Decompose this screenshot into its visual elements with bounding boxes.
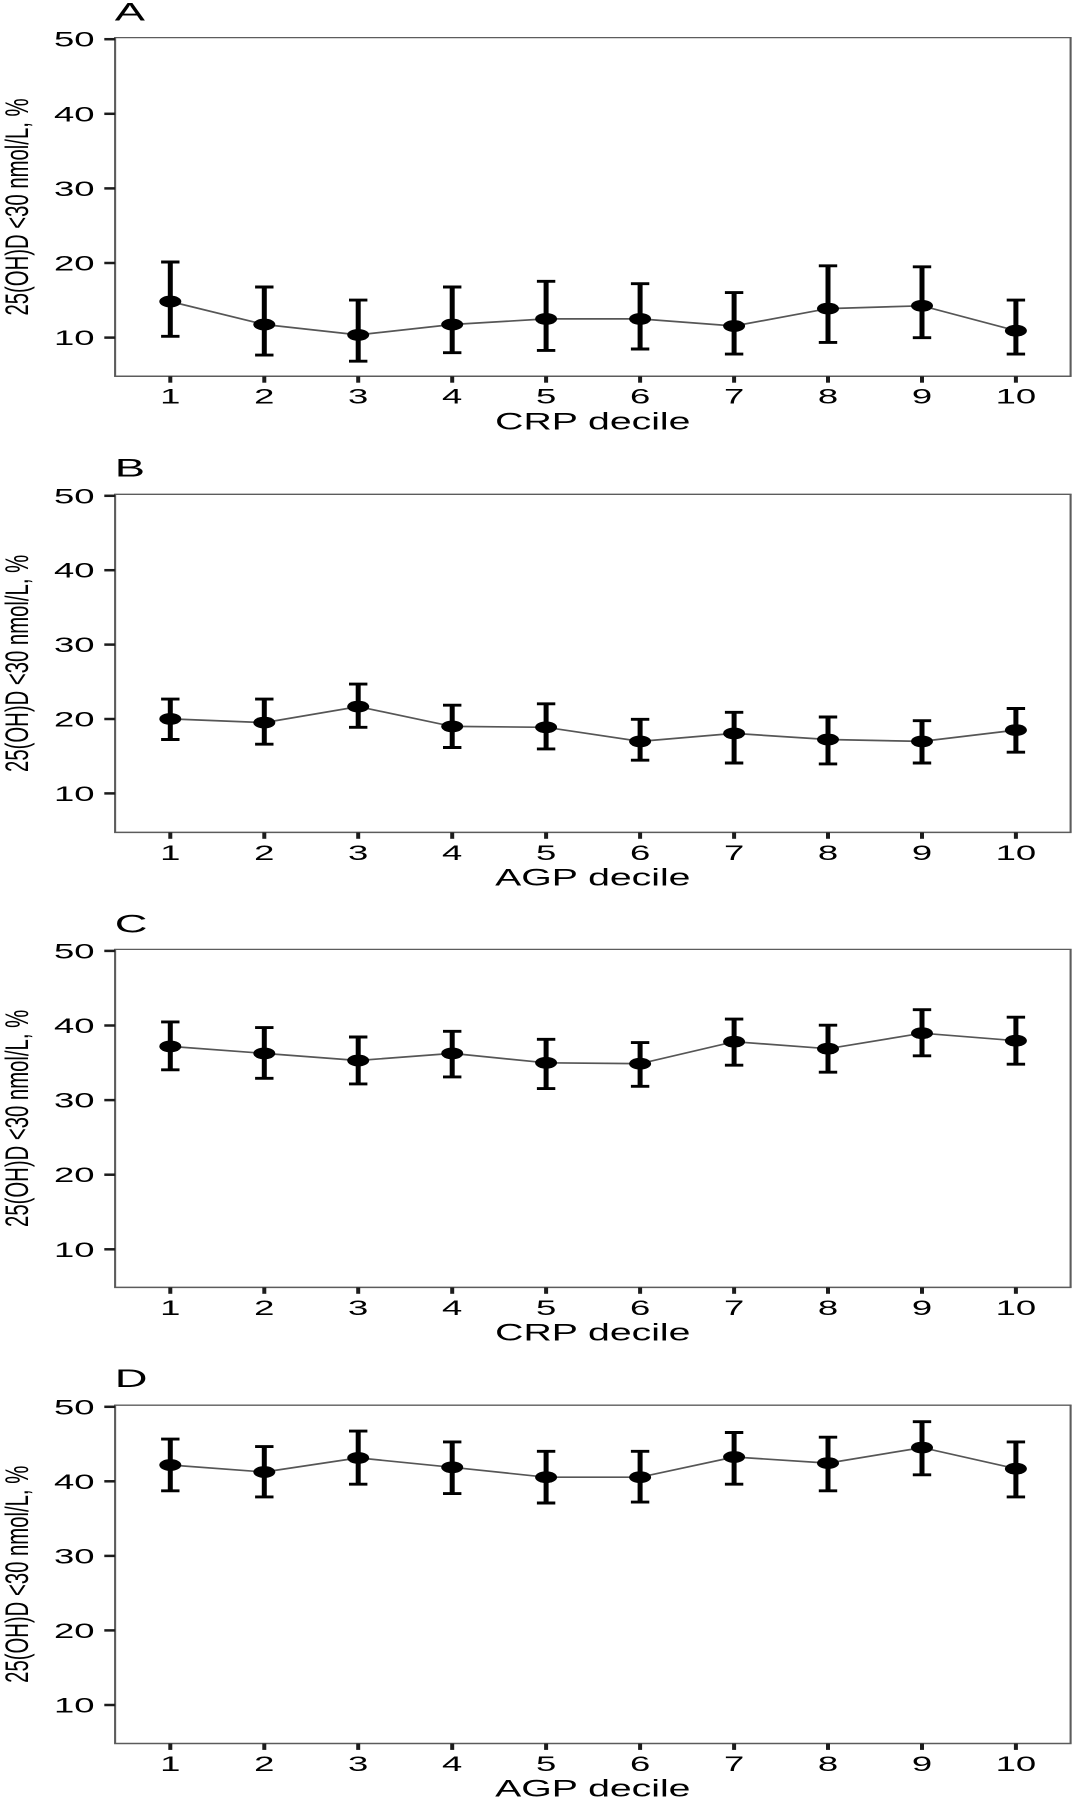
svg-text:10: 10 [54,1694,95,1717]
svg-text:2: 2 [254,841,274,864]
svg-text:5: 5 [536,1752,556,1775]
svg-text:8: 8 [818,1296,838,1319]
svg-text:9: 9 [912,385,932,408]
svg-text:40: 40 [54,103,95,126]
svg-text:CRP decile: CRP decile [495,407,690,435]
svg-text:10: 10 [996,385,1037,408]
svg-text:10: 10 [54,1238,95,1261]
svg-text:5: 5 [536,385,556,408]
svg-text:30: 30 [54,177,95,200]
svg-text:3: 3 [348,1296,368,1319]
svg-text:8: 8 [818,385,838,408]
svg-text:10: 10 [996,1752,1037,1775]
svg-text:5: 5 [536,841,556,864]
svg-text:6: 6 [630,841,650,864]
svg-text:40: 40 [54,559,95,582]
svg-text:1: 1 [160,841,180,864]
svg-text:3: 3 [348,385,368,408]
svg-text:C: C [115,910,148,938]
svg-text:CRP decile: CRP decile [495,1318,690,1346]
svg-text:20: 20 [54,1619,95,1642]
svg-text:9: 9 [912,1296,932,1319]
svg-text:25(OH)D <30 nmol/L, %: 25(OH)D <30 nmol/L, % [0,1010,35,1227]
svg-text:B: B [115,454,145,482]
svg-text:50: 50 [54,28,95,51]
svg-text:3: 3 [348,841,368,864]
svg-text:50: 50 [54,940,95,963]
svg-text:8: 8 [818,841,838,864]
svg-text:25(OH)D <30 nmol/L, %: 25(OH)D <30 nmol/L, % [0,1466,35,1683]
svg-text:1: 1 [160,385,180,408]
svg-text:6: 6 [630,1752,650,1775]
svg-text:40: 40 [54,1015,95,1038]
svg-text:7: 7 [724,385,744,408]
svg-text:D: D [115,1364,148,1392]
svg-text:AGP decile: AGP decile [495,863,690,891]
svg-text:40: 40 [54,1470,95,1493]
svg-text:20: 20 [54,708,95,731]
svg-text:25(OH)D <30 nmol/L, %: 25(OH)D <30 nmol/L, % [0,555,35,772]
svg-text:4: 4 [442,841,462,864]
svg-text:7: 7 [724,1296,744,1319]
svg-text:10: 10 [996,841,1037,864]
svg-text:7: 7 [724,1752,744,1775]
svg-text:2: 2 [254,1296,274,1319]
svg-text:30: 30 [54,1089,95,1112]
svg-text:30: 30 [54,634,95,657]
svg-text:A: A [115,0,146,26]
svg-text:50: 50 [54,1396,95,1419]
svg-text:AGP decile: AGP decile [495,1774,690,1800]
svg-text:6: 6 [630,385,650,408]
svg-text:25(OH)D <30 nmol/L, %: 25(OH)D <30 nmol/L, % [0,98,35,315]
svg-text:4: 4 [442,1752,462,1775]
svg-text:4: 4 [442,385,462,408]
svg-text:3: 3 [348,1752,368,1775]
svg-text:10: 10 [54,327,95,350]
svg-text:1: 1 [160,1752,180,1775]
svg-text:20: 20 [54,1164,95,1187]
svg-text:10: 10 [996,1296,1037,1319]
svg-text:2: 2 [254,1752,274,1775]
svg-text:4: 4 [442,1296,462,1319]
svg-text:1: 1 [160,1296,180,1319]
svg-text:2: 2 [254,385,274,408]
svg-text:9: 9 [912,841,932,864]
svg-text:50: 50 [54,485,95,508]
svg-text:7: 7 [724,841,744,864]
svg-text:9: 9 [912,1752,932,1775]
svg-text:10: 10 [54,782,95,805]
svg-text:6: 6 [630,1296,650,1319]
svg-text:8: 8 [818,1752,838,1775]
svg-text:20: 20 [54,252,95,275]
svg-text:5: 5 [536,1296,556,1319]
svg-text:30: 30 [54,1545,95,1568]
